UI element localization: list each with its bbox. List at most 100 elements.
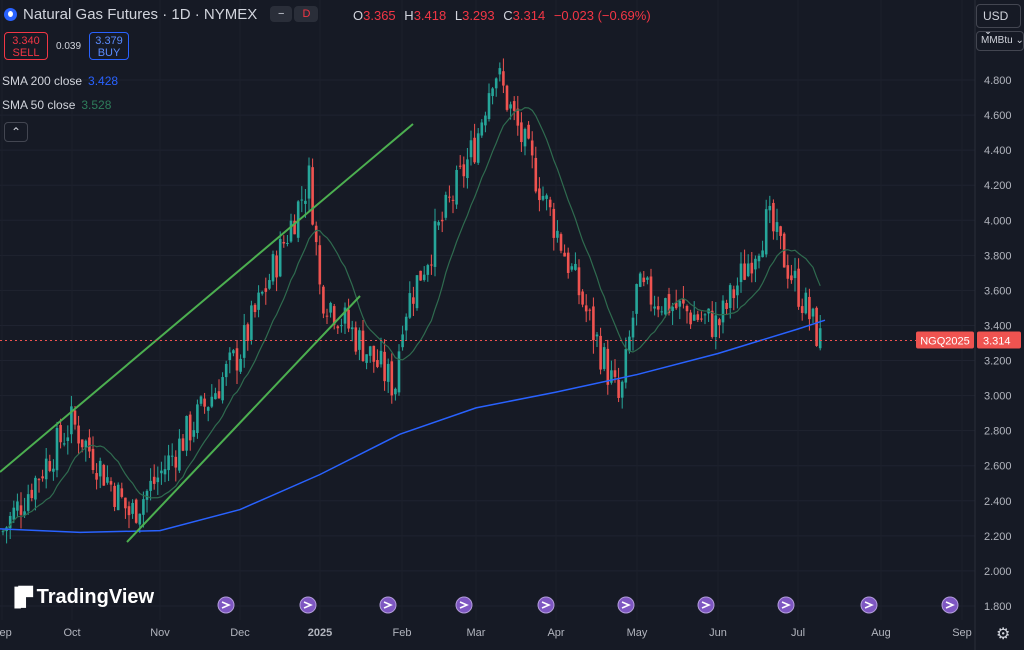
candle-body (239, 358, 242, 372)
candle-body (318, 245, 322, 285)
candle-body (714, 315, 718, 338)
candle-body (653, 306, 656, 309)
sma200-line (0, 319, 826, 534)
indicator-sma200[interactable]: SMA 200 close 3.428 (2, 74, 118, 88)
candle-body (628, 336, 631, 352)
candle-body (102, 464, 106, 486)
candle-body (563, 252, 566, 257)
candle-body (635, 284, 638, 314)
candle-body (498, 68, 502, 75)
candle-body (131, 502, 134, 514)
candles-group (1, 58, 822, 544)
candle-body (613, 370, 617, 377)
symbol-tag (916, 331, 974, 349)
candle-body (775, 222, 779, 232)
x-tick-label: Aug (871, 627, 891, 639)
currency-select[interactable]: USD ⌄ (976, 4, 1021, 37)
x-tick-label: Feb (393, 627, 412, 639)
open-value: 3.365 (363, 8, 396, 23)
candle-body (340, 325, 343, 327)
candle-body (512, 101, 516, 111)
y-tick-label: 1.800 (984, 601, 1012, 613)
gas-drop-icon (4, 8, 17, 21)
chevron-up-icon[interactable]: ⌃ (4, 122, 28, 142)
indicator-name: SMA 50 close (2, 98, 76, 112)
candle-body (674, 302, 678, 309)
candle-body (710, 310, 714, 337)
lower-trendline (126, 295, 361, 543)
candle-body (224, 363, 228, 378)
candle-body (12, 507, 16, 520)
candle-body (286, 242, 289, 244)
indicator-sma50[interactable]: SMA 50 close 3.528 (2, 98, 111, 112)
candle-body (196, 404, 199, 433)
candle-body (757, 255, 761, 262)
candle-body (228, 352, 232, 361)
y-tick-label: 3.000 (984, 391, 1012, 403)
candle-body (80, 439, 84, 448)
candle-body (88, 437, 91, 452)
candle-body (386, 363, 390, 382)
y-tick-label: 2.000 (984, 566, 1012, 578)
x-tick-label: Oct (63, 627, 80, 639)
y-tick-label: 2.800 (984, 426, 1012, 438)
candle-body (631, 317, 635, 338)
candle-body (700, 318, 703, 320)
candle-body (764, 209, 768, 255)
candle-body (523, 129, 527, 147)
candle-body (401, 334, 404, 348)
candle-body (311, 167, 314, 225)
candle-body (415, 275, 419, 309)
candle-body (379, 350, 383, 365)
candle-body (505, 85, 509, 110)
gear-icon[interactable]: ⚙ (996, 626, 1011, 643)
event-marker-icon (617, 596, 635, 614)
event-marker-icon (299, 596, 317, 614)
unit-select[interactable]: MMBtu ⌄ (976, 31, 1024, 51)
x-tick-label: 2025 (308, 627, 332, 639)
tradingview-logo[interactable]: ▐▛ TradingView (8, 586, 154, 609)
candle-body (149, 480, 152, 491)
sell-button[interactable]: 3.340 SELL (4, 32, 48, 60)
minus-button[interactable]: − (270, 6, 293, 22)
candle-body (718, 319, 721, 326)
x-axis: Sep Oct Nov Dec 2025 Feb Mar Apr May Jun Jul Aug Sep (0, 627, 972, 639)
candle-body (538, 188, 541, 201)
candle-body (530, 140, 534, 156)
candle-body (725, 302, 728, 309)
candle-body (790, 275, 793, 281)
candle-body (170, 455, 174, 457)
candle-body (275, 255, 278, 278)
candle-body (739, 263, 743, 283)
y-tick-label: 4.600 (984, 110, 1012, 122)
event-marker-icon (379, 596, 397, 614)
candle-body (145, 490, 149, 500)
y-tick-label: 4.800 (984, 75, 1012, 87)
x-tick-label: Jul (791, 627, 805, 639)
candle-body (127, 506, 131, 516)
candle-body (732, 289, 736, 299)
buy-button[interactable]: 3.379 BUY (89, 32, 130, 60)
x-tick-label: May (627, 627, 648, 639)
delayed-badge[interactable]: D (294, 6, 319, 22)
candle-body (307, 165, 311, 199)
candle-body (779, 226, 782, 236)
buy-label: BUY (97, 47, 121, 59)
candle-body (754, 258, 757, 270)
candle-body (455, 169, 458, 205)
y-tick-label: 4.400 (984, 145, 1012, 157)
event-marker-icon (217, 596, 235, 614)
symbol-header[interactable]: Natural Gas Futures · 1D · NYMEX (4, 6, 257, 23)
candle-body (210, 396, 214, 407)
y-tick-label: 3.600 (984, 285, 1012, 297)
candle-body (138, 513, 142, 525)
price-tag-label: 3.314 (983, 336, 1011, 348)
candle-body (664, 298, 667, 315)
candle-body (199, 396, 203, 404)
candle-body (786, 265, 790, 279)
candle-body (329, 302, 332, 313)
candle-body (667, 294, 671, 314)
candle-body (66, 437, 70, 441)
candle-body (750, 262, 754, 274)
